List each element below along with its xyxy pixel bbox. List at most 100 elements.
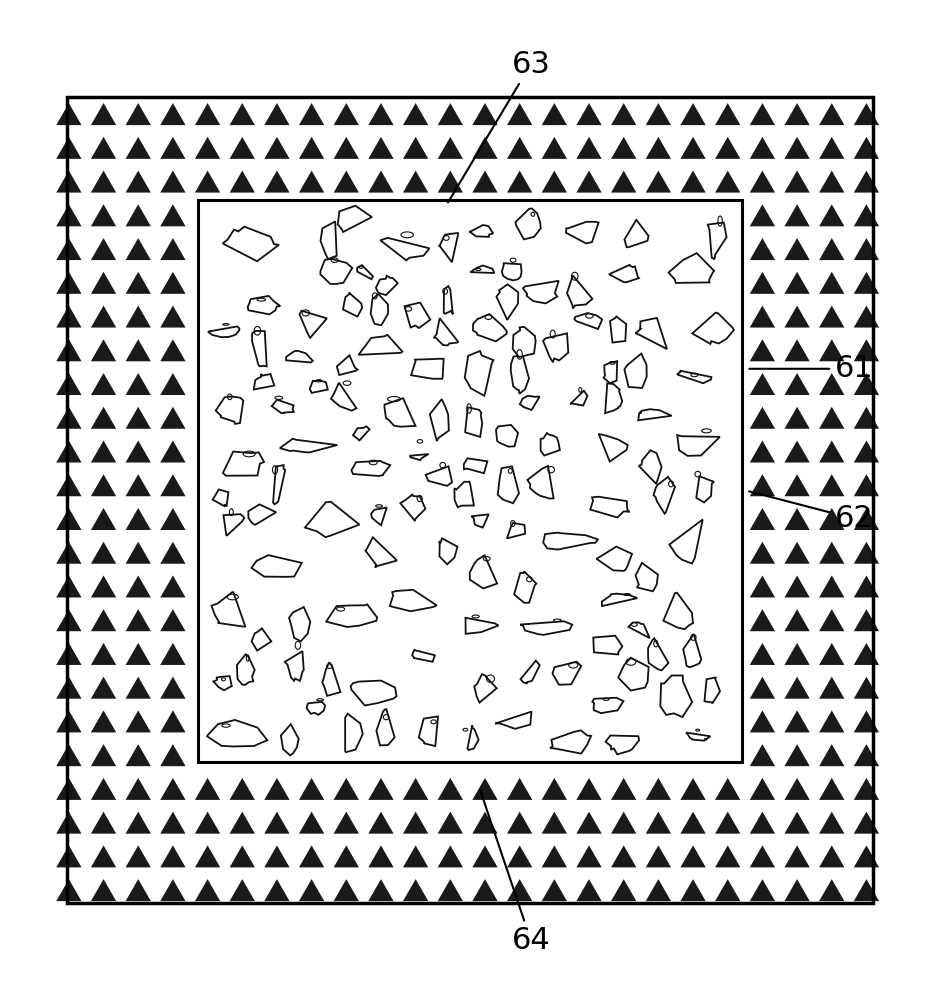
Polygon shape <box>390 590 437 611</box>
Polygon shape <box>281 724 299 755</box>
Polygon shape <box>686 733 711 741</box>
Polygon shape <box>289 607 310 641</box>
Polygon shape <box>444 286 453 314</box>
Polygon shape <box>310 380 328 393</box>
Polygon shape <box>507 523 525 538</box>
Polygon shape <box>520 621 572 635</box>
Polygon shape <box>677 435 720 456</box>
Polygon shape <box>331 383 356 411</box>
Bar <box>198 200 742 762</box>
Polygon shape <box>252 628 272 651</box>
Polygon shape <box>496 284 518 320</box>
Polygon shape <box>521 661 540 683</box>
Polygon shape <box>212 490 228 506</box>
Polygon shape <box>692 313 734 344</box>
Polygon shape <box>215 396 243 424</box>
Polygon shape <box>248 504 276 525</box>
Polygon shape <box>496 425 518 447</box>
Polygon shape <box>352 461 390 476</box>
Polygon shape <box>366 537 397 568</box>
Polygon shape <box>520 396 540 410</box>
Polygon shape <box>223 227 279 261</box>
Polygon shape <box>470 555 497 588</box>
Polygon shape <box>223 452 264 476</box>
Bar <box>198 200 742 762</box>
Text: 61: 61 <box>749 354 873 383</box>
Polygon shape <box>475 674 496 703</box>
Polygon shape <box>660 675 692 717</box>
Polygon shape <box>404 303 431 328</box>
Bar <box>67 97 873 903</box>
Polygon shape <box>624 354 647 388</box>
Polygon shape <box>574 313 603 329</box>
Polygon shape <box>635 563 658 591</box>
Polygon shape <box>708 222 727 259</box>
Polygon shape <box>464 351 494 396</box>
Polygon shape <box>410 454 429 460</box>
Polygon shape <box>677 371 712 383</box>
Polygon shape <box>510 355 529 394</box>
Polygon shape <box>419 717 438 746</box>
Polygon shape <box>624 220 649 247</box>
Polygon shape <box>430 399 448 441</box>
Polygon shape <box>605 383 622 413</box>
Polygon shape <box>597 547 632 571</box>
Text: 63: 63 <box>448 50 550 202</box>
Polygon shape <box>434 318 458 345</box>
Polygon shape <box>543 333 569 362</box>
Polygon shape <box>527 466 554 499</box>
Polygon shape <box>376 276 398 295</box>
Polygon shape <box>629 622 650 638</box>
Polygon shape <box>254 374 274 390</box>
Polygon shape <box>638 409 672 420</box>
Polygon shape <box>495 712 531 729</box>
Polygon shape <box>602 594 637 606</box>
Polygon shape <box>351 681 397 705</box>
Polygon shape <box>370 294 388 325</box>
Polygon shape <box>322 662 340 696</box>
Polygon shape <box>426 466 452 486</box>
Polygon shape <box>326 604 377 627</box>
Polygon shape <box>306 702 325 715</box>
Polygon shape <box>590 497 630 517</box>
Polygon shape <box>337 355 358 375</box>
Polygon shape <box>384 398 415 427</box>
Polygon shape <box>470 265 494 273</box>
Polygon shape <box>523 281 558 303</box>
Polygon shape <box>286 351 313 362</box>
Polygon shape <box>599 434 628 462</box>
Polygon shape <box>471 514 489 528</box>
Text: 64: 64 <box>480 790 550 955</box>
Polygon shape <box>653 477 675 514</box>
Polygon shape <box>664 593 693 629</box>
Polygon shape <box>321 221 337 259</box>
Polygon shape <box>592 698 623 713</box>
Polygon shape <box>593 636 622 654</box>
Polygon shape <box>413 650 435 662</box>
Polygon shape <box>371 507 386 525</box>
Polygon shape <box>213 676 232 690</box>
Polygon shape <box>638 450 662 484</box>
Polygon shape <box>619 658 649 691</box>
Polygon shape <box>345 714 363 752</box>
Polygon shape <box>683 634 701 667</box>
Polygon shape <box>514 571 537 603</box>
Polygon shape <box>252 331 267 366</box>
Polygon shape <box>353 426 369 440</box>
Polygon shape <box>272 400 294 413</box>
Polygon shape <box>224 514 244 536</box>
Polygon shape <box>603 361 618 383</box>
Polygon shape <box>439 233 458 262</box>
Polygon shape <box>540 433 560 456</box>
Polygon shape <box>465 407 482 437</box>
Polygon shape <box>454 482 474 507</box>
Polygon shape <box>208 326 240 337</box>
Polygon shape <box>605 736 639 754</box>
Polygon shape <box>357 265 373 279</box>
Bar <box>67 97 873 903</box>
Polygon shape <box>566 222 599 243</box>
Polygon shape <box>252 555 302 577</box>
Polygon shape <box>305 502 359 537</box>
Polygon shape <box>358 335 402 355</box>
Polygon shape <box>381 238 430 260</box>
